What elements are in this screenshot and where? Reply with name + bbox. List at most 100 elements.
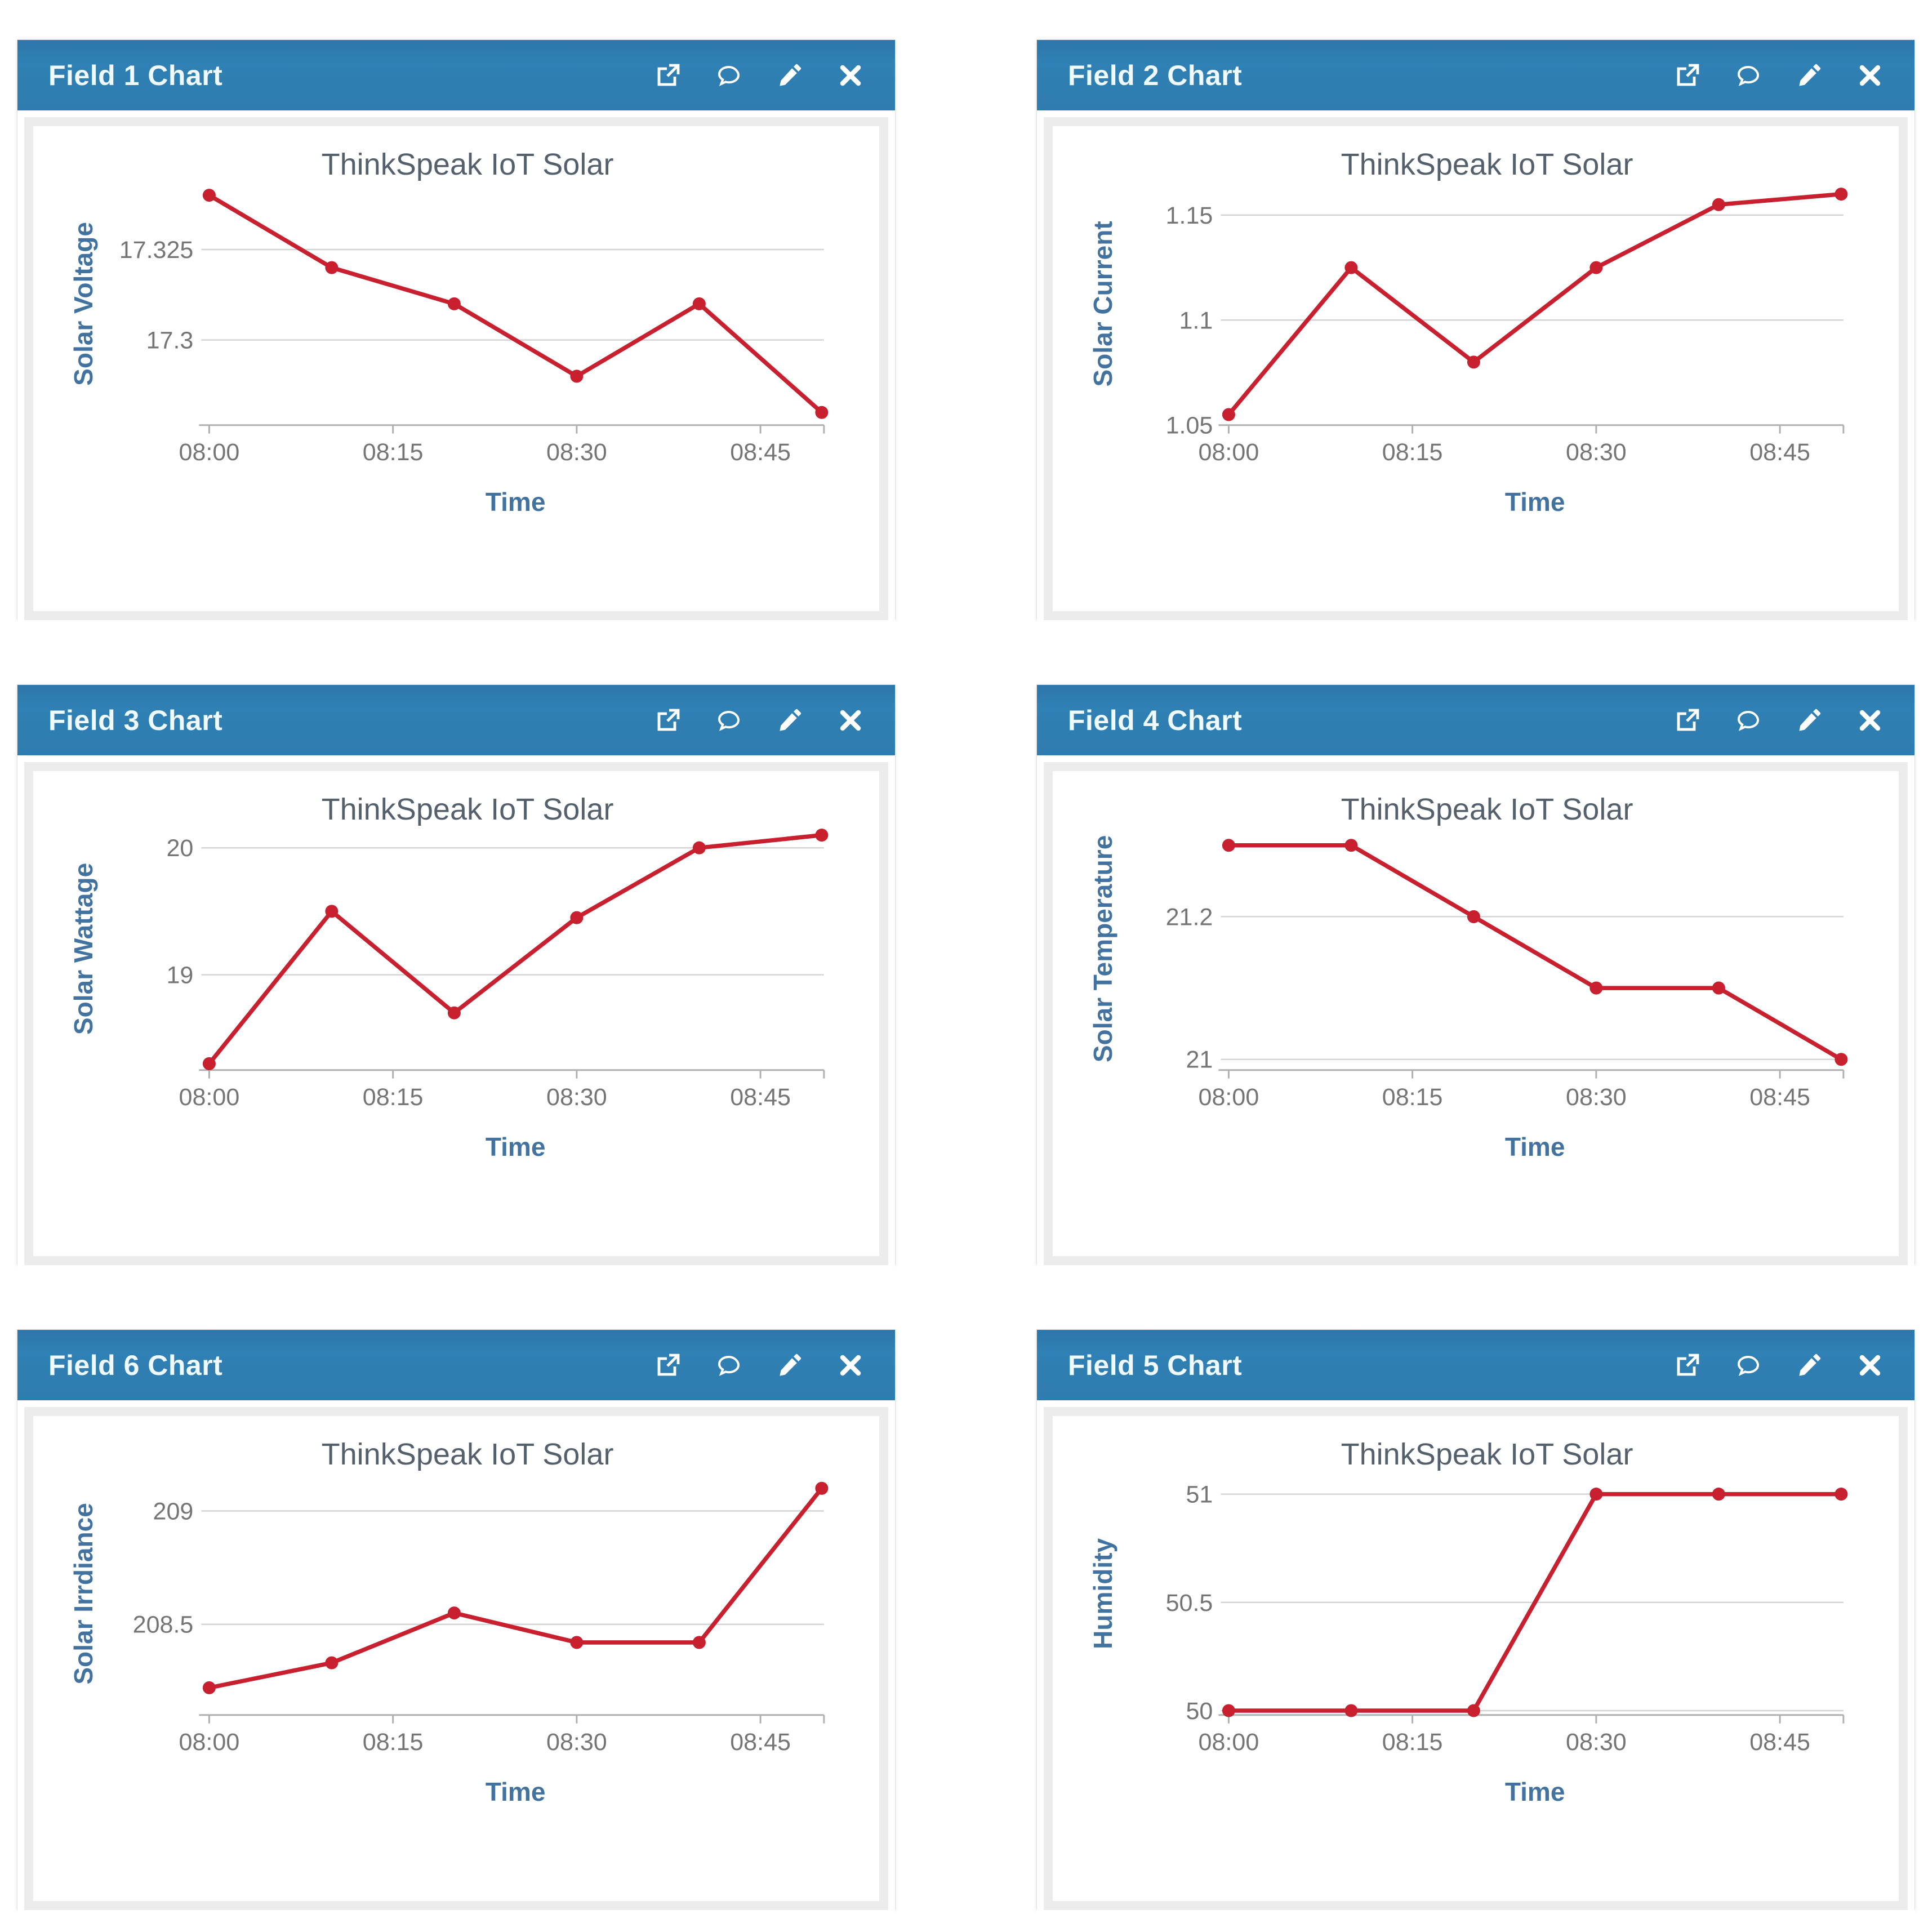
svg-text:Time: Time bbox=[1505, 1777, 1565, 1806]
panel-body: 19 20 08:00 08:15 08:30 08:45 ThinkSpeak IoT S… bbox=[17, 755, 895, 1272]
edit-icon[interactable] bbox=[1796, 1352, 1823, 1379]
panel-header: Field 1 Chart bbox=[17, 40, 895, 110]
svg-text:08:00: 08:00 bbox=[179, 1084, 240, 1111]
panel-header-actions bbox=[1674, 62, 1884, 89]
panel-header: Field 2 Chart bbox=[1037, 40, 1914, 110]
close-icon[interactable] bbox=[1856, 1352, 1884, 1379]
svg-text:21.2: 21.2 bbox=[1166, 903, 1213, 931]
comment-icon[interactable] bbox=[1735, 1352, 1762, 1379]
svg-text:08:45: 08:45 bbox=[1749, 1084, 1810, 1111]
svg-text:08:45: 08:45 bbox=[730, 439, 791, 466]
svg-text:08:30: 08:30 bbox=[1566, 1729, 1627, 1756]
panel-header: Field 5 Chart bbox=[1037, 1330, 1914, 1400]
panel-title: Field 1 Chart bbox=[48, 59, 223, 91]
svg-text:08:00: 08:00 bbox=[179, 1729, 240, 1756]
chart-frame: 21 21.2 08:00 08:15 08:30 08:45 ThinkSpeak IoT… bbox=[1044, 762, 1908, 1266]
svg-text:08:15: 08:15 bbox=[1382, 1084, 1443, 1111]
field-2-chart-panel: Field 2 Chart 1.05 1.1 1.15 08:00 08:15 08:30… bbox=[1036, 39, 1915, 627]
comment-icon[interactable] bbox=[715, 1352, 742, 1379]
external-link-icon[interactable] bbox=[654, 62, 682, 89]
chart-frame: 17.3 17.325 08:00 08:15 08:30 08:45 ThinkSpeak… bbox=[24, 117, 888, 621]
panel-body: 1.05 1.1 1.15 08:00 08:15 08:30 08:45 ThinkSpea… bbox=[1037, 110, 1914, 627]
svg-text:Solar Irrdiance: Solar Irrdiance bbox=[69, 1503, 98, 1684]
svg-text:08:30: 08:30 bbox=[546, 439, 607, 466]
svg-text:ThinkSpeak IoT Solar: ThinkSpeak IoT Solar bbox=[1341, 793, 1633, 826]
external-link-icon[interactable] bbox=[1674, 62, 1701, 89]
svg-text:ThinkSpeak IoT Solar: ThinkSpeak IoT Solar bbox=[1341, 148, 1633, 181]
chart-frame: 208.5 209 08:00 08:15 08:30 08:45 ThinkSpeak I… bbox=[24, 1407, 888, 1911]
svg-text:19: 19 bbox=[166, 962, 193, 989]
chart-frame: 19 20 08:00 08:15 08:30 08:45 ThinkSpeak IoT S… bbox=[24, 762, 888, 1266]
field-5-line-chart: 50 50.5 51 08:00 08:15 08:30 08:45 ThinkSpeak I… bbox=[1053, 1416, 1899, 1902]
svg-text:08:15: 08:15 bbox=[363, 1084, 424, 1111]
panel-header: Field 3 Chart bbox=[17, 685, 895, 755]
chart-frame: 1.05 1.1 1.15 08:00 08:15 08:30 08:45 ThinkSpea… bbox=[1044, 117, 1908, 621]
field-3-chart-panel: Field 3 Chart 19 20 08:00 08:15 08:30 08:45 Th… bbox=[17, 684, 896, 1272]
field-5-chart-panel: Field 5 Chart 50 50.5 51 08:00 08:15 08:30 08:… bbox=[1036, 1329, 1915, 1917]
edit-icon[interactable] bbox=[776, 62, 803, 89]
svg-text:08:30: 08:30 bbox=[546, 1729, 607, 1756]
field-1-chart-panel: Field 1 Chart 17.3 17.325 08:00 08:15 08:30 0… bbox=[17, 39, 896, 627]
field-6-chart-panel: Field 6 Chart 208.5 209 08:00 08:15 08:30 08:… bbox=[17, 1329, 896, 1917]
svg-text:Solar Temperature: Solar Temperature bbox=[1088, 835, 1117, 1062]
close-icon[interactable] bbox=[837, 62, 864, 89]
svg-text:1.15: 1.15 bbox=[1166, 202, 1213, 229]
svg-text:ThinkSpeak IoT Solar: ThinkSpeak IoT Solar bbox=[322, 148, 614, 181]
svg-text:ThinkSpeak IoT Solar: ThinkSpeak IoT Solar bbox=[322, 1437, 614, 1471]
edit-icon[interactable] bbox=[776, 1352, 803, 1379]
edit-icon[interactable] bbox=[1796, 707, 1823, 734]
edit-icon[interactable] bbox=[1796, 62, 1823, 89]
svg-text:08:45: 08:45 bbox=[1749, 439, 1810, 466]
field-1-line-chart: 17.3 17.325 08:00 08:15 08:30 08:45 ThinkSpeak… bbox=[33, 126, 879, 612]
svg-text:08:30: 08:30 bbox=[1566, 439, 1627, 466]
svg-text:08:00: 08:00 bbox=[179, 439, 240, 466]
svg-text:Time: Time bbox=[1505, 487, 1565, 517]
comment-icon[interactable] bbox=[1735, 707, 1762, 734]
svg-text:20: 20 bbox=[166, 835, 193, 862]
svg-text:209: 209 bbox=[153, 1498, 194, 1525]
svg-text:Solar Wattage: Solar Wattage bbox=[69, 863, 98, 1035]
external-link-icon[interactable] bbox=[1674, 707, 1701, 734]
svg-text:1.1: 1.1 bbox=[1179, 307, 1213, 334]
svg-text:08:45: 08:45 bbox=[730, 1084, 791, 1111]
svg-text:08:30: 08:30 bbox=[1566, 1084, 1627, 1111]
comment-icon[interactable] bbox=[715, 62, 742, 89]
svg-text:08:15: 08:15 bbox=[363, 439, 424, 466]
comment-icon[interactable] bbox=[1735, 62, 1762, 89]
external-link-icon[interactable] bbox=[1674, 1352, 1701, 1379]
field-6-line-chart: 208.5 209 08:00 08:15 08:30 08:45 ThinkSpeak I… bbox=[33, 1416, 879, 1902]
svg-text:1.05: 1.05 bbox=[1166, 412, 1213, 439]
svg-text:08:15: 08:15 bbox=[1382, 439, 1443, 466]
panel-title: Field 6 Chart bbox=[48, 1349, 223, 1381]
svg-text:Time: Time bbox=[1505, 1132, 1565, 1161]
panel-body: 21 21.2 08:00 08:15 08:30 08:45 ThinkSpeak IoT… bbox=[1037, 755, 1914, 1272]
panel-header-actions bbox=[1674, 1352, 1884, 1379]
comment-icon[interactable] bbox=[715, 707, 742, 734]
svg-text:08:15: 08:15 bbox=[363, 1729, 424, 1756]
field-4-chart-panel: Field 4 Chart 21 21.2 08:00 08:15 08:30 08:45… bbox=[1036, 684, 1915, 1272]
svg-text:08:00: 08:00 bbox=[1199, 1729, 1259, 1756]
panel-title: Field 4 Chart bbox=[1068, 704, 1243, 736]
svg-text:17.325: 17.325 bbox=[119, 237, 194, 264]
svg-text:Humidity: Humidity bbox=[1088, 1538, 1117, 1649]
panel-body: 208.5 209 08:00 08:15 08:30 08:45 ThinkSpeak I… bbox=[17, 1400, 895, 1917]
close-icon[interactable] bbox=[1856, 707, 1884, 734]
svg-text:08:00: 08:00 bbox=[1199, 1084, 1259, 1111]
svg-text:Time: Time bbox=[486, 487, 546, 517]
panel-header-actions bbox=[1674, 707, 1884, 734]
svg-text:Solar Current: Solar Current bbox=[1088, 221, 1117, 386]
svg-text:ThinkSpeak IoT Solar: ThinkSpeak IoT Solar bbox=[322, 793, 614, 826]
svg-text:08:30: 08:30 bbox=[546, 1084, 607, 1111]
panel-header-actions bbox=[654, 62, 864, 89]
external-link-icon[interactable] bbox=[654, 707, 682, 734]
close-icon[interactable] bbox=[837, 707, 864, 734]
close-icon[interactable] bbox=[837, 1352, 864, 1379]
svg-text:21: 21 bbox=[1186, 1047, 1213, 1074]
close-icon[interactable] bbox=[1856, 62, 1884, 89]
external-link-icon[interactable] bbox=[654, 1352, 682, 1379]
svg-text:208.5: 208.5 bbox=[133, 1612, 194, 1639]
svg-text:Time: Time bbox=[486, 1132, 546, 1161]
svg-text:08:00: 08:00 bbox=[1199, 439, 1259, 466]
edit-icon[interactable] bbox=[776, 707, 803, 734]
